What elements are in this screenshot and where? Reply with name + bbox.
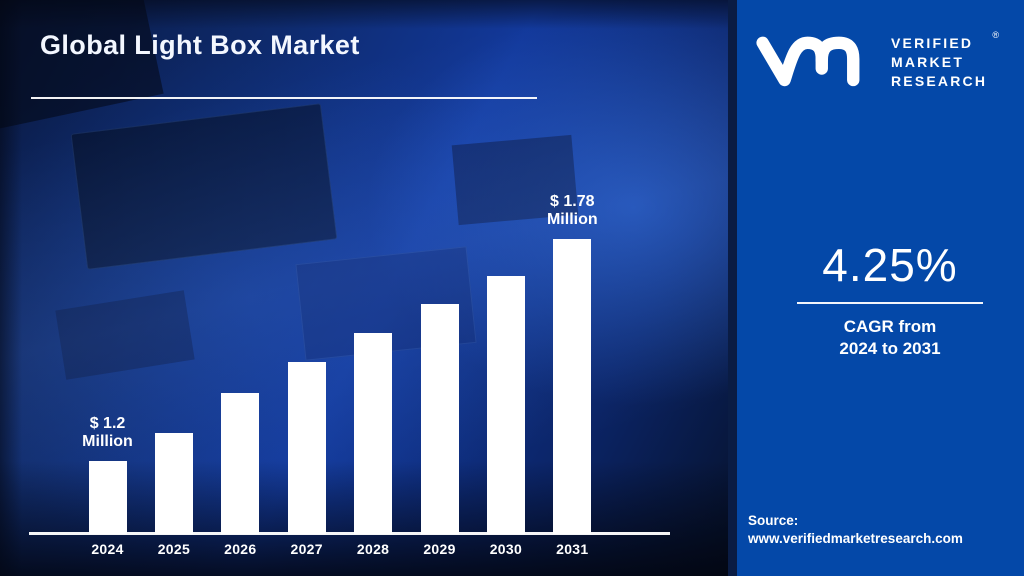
brand-name-line: MARKET [891,53,965,70]
bar-2024 [88,461,127,534]
x-tick-2029: 2029 [423,541,456,557]
cagr-label: CAGR from 2024 to 2031 [770,316,1010,360]
x-tick-2026: 2026 [224,541,257,557]
bar-2026 [221,393,260,534]
x-tick-2030: 2030 [489,541,523,557]
bar-2027 [287,362,326,534]
brand-name-line: VERIFIED [891,35,974,51]
x-tick-2027: 2027 [290,541,323,557]
vmr-logo-icon [756,36,860,87]
cagr-label-line2: 2024 to 2031 [839,338,941,358]
source-label: Source: [748,513,799,528]
x-tick-2028: 2028 [356,541,390,557]
cagr-block: 4.25% CAGR from 2024 to 2031 [770,238,1010,360]
bar-value-label-2031: $ 1.78 Million [546,193,598,228]
cagr-underline [797,302,983,304]
source-url[interactable]: www.verifiedmarketresearch.com [748,530,963,546]
registered-trademark-icon: ® [992,30,1002,40]
brand-name: VERIFIED MARKET RESEARCH ® [891,30,999,90]
bar-2029 [420,304,459,534]
bar-2028 [354,333,393,534]
brand-panel: VERIFIED MARKET RESEARCH ® 4.25% CAGR fr… [737,0,1024,576]
x-tick-2031: 2031 [556,541,589,557]
x-tick-2024: 2024 [91,541,124,557]
bar-2030 [486,276,525,534]
bar-2031 [553,239,592,534]
x-tick-2025: 2025 [157,541,191,557]
brand-logo-row: VERIFIED MARKET RESEARCH ® [755,30,999,90]
source-block: Source: www.verifiedmarketresearch.com [748,512,963,548]
cagr-value: 4.25% [822,239,958,291]
cagr-label-line1: CAGR from [843,317,937,336]
brand-name-line: RESEARCH [891,72,988,89]
bar-value-label-2024: $ 1.2 Million [82,415,133,450]
